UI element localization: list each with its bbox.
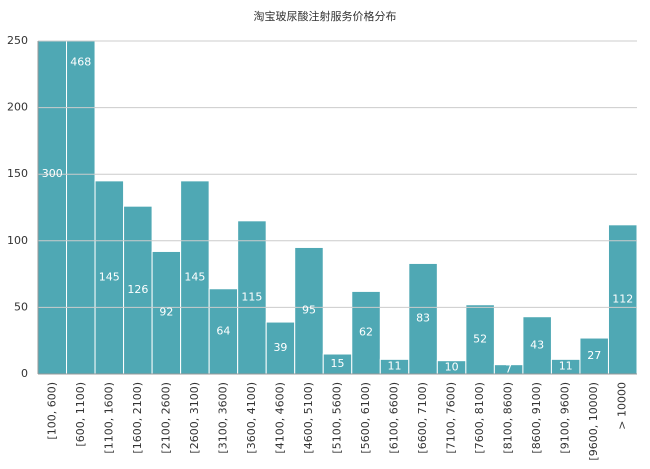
y-tick-label: 200 <box>7 101 28 114</box>
value-label: 10 <box>445 360 459 373</box>
value-label: 112 <box>612 292 633 305</box>
value-label: 27 <box>587 349 601 362</box>
value-label: 115 <box>241 290 262 303</box>
value-label: 64 <box>216 324 230 337</box>
bar <box>151 250 182 374</box>
x-tick-label: [8600, 9100) <box>530 382 543 454</box>
x-tick-label: [3600, 4100) <box>245 382 258 454</box>
y-tick-label: 0 <box>21 367 28 380</box>
bar <box>94 180 125 374</box>
value-label: 468 <box>70 55 91 68</box>
chart-title: 淘宝玻尿酸注射服务价格分布 <box>254 9 397 23</box>
bar <box>294 246 324 374</box>
bar <box>351 290 381 374</box>
value-label: 43 <box>530 338 544 351</box>
x-tick-label: [6100, 6600) <box>388 382 401 454</box>
value-label: 126 <box>127 283 148 296</box>
y-tick-label: 250 <box>7 34 28 47</box>
value-label: 92 <box>159 306 173 319</box>
value-label: 83 <box>416 312 430 325</box>
bar <box>607 224 638 374</box>
x-tick-label: [4100, 4600) <box>273 382 286 454</box>
value-label: 62 <box>359 326 373 339</box>
value-label: 95 <box>302 304 316 317</box>
x-tick-label: > 10000 <box>616 382 629 430</box>
bar <box>465 304 495 374</box>
x-tick-label: [8100, 8600) <box>502 382 515 454</box>
value-label: 52 <box>473 332 487 345</box>
bar <box>265 321 296 374</box>
x-tick-label: [100, 600) <box>45 382 58 440</box>
x-tick-label: [1600, 2100) <box>131 382 144 454</box>
value-label: 39 <box>273 341 287 354</box>
x-tick-label: [2600, 3100) <box>188 382 201 454</box>
bar <box>180 180 210 374</box>
value-label: 11 <box>388 360 402 373</box>
bar <box>123 205 153 374</box>
x-tick-label: [4600, 5100) <box>302 382 315 454</box>
bar <box>237 220 267 374</box>
x-tick-label: [6600, 7100) <box>416 382 429 454</box>
x-tick-label: [5100, 5600) <box>331 382 344 454</box>
x-tick-label: [3100, 3600) <box>216 382 229 454</box>
value-label: 300 <box>42 167 63 180</box>
y-tick-label: 50 <box>14 300 28 313</box>
x-tick-label: [7600, 8100) <box>473 382 486 454</box>
value-label: 15 <box>331 357 345 370</box>
y-tick-label: 150 <box>7 167 28 180</box>
value-label: 145 <box>99 270 120 283</box>
x-tick-label: [5600, 6100) <box>359 382 372 454</box>
x-tick-label: [600, 1100) <box>74 382 87 447</box>
x-tick-label: [9600, 10000) <box>587 382 600 461</box>
x-tick-label: [7100, 7600) <box>445 382 458 454</box>
x-tick-label: [9100, 9600) <box>559 382 572 454</box>
value-label: 145 <box>184 270 205 283</box>
x-tick-label: [2100, 2600) <box>159 382 172 454</box>
bar <box>38 41 68 374</box>
bar <box>522 316 552 374</box>
plot-area <box>38 41 638 374</box>
value-label: 11 <box>559 360 573 373</box>
bar <box>208 288 239 374</box>
bar <box>66 41 96 374</box>
x-tick-label: [1100, 1600) <box>102 382 115 454</box>
bar <box>408 262 438 374</box>
y-tick-label: 100 <box>7 234 28 247</box>
value-label: 7 <box>505 362 512 375</box>
